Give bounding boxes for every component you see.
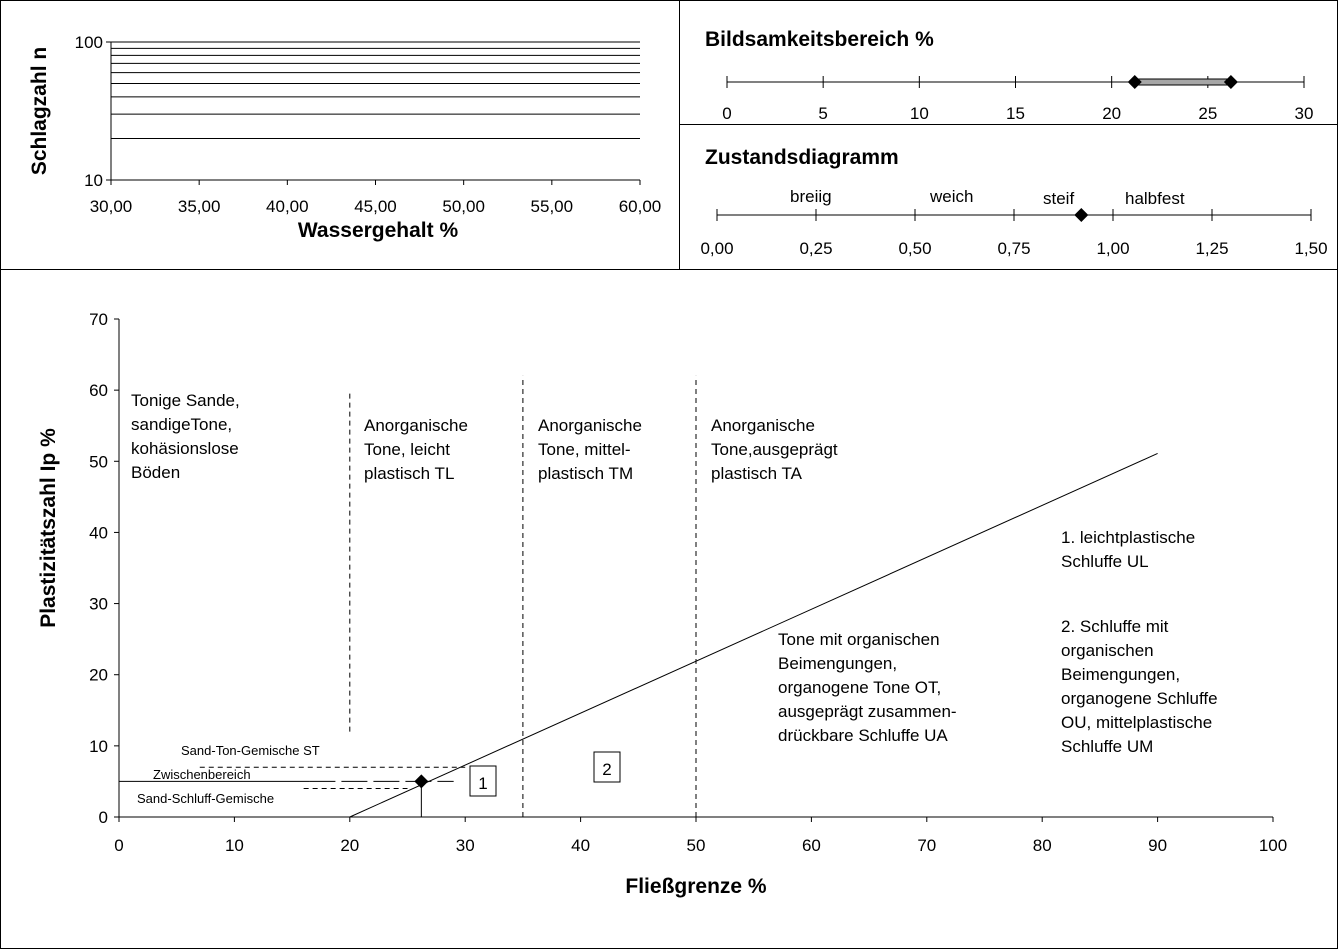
plastizitaet-x-tick: 70 xyxy=(917,836,936,855)
label-region-ul: 1. leichtplastische Schluffe UL xyxy=(1061,528,1200,571)
zustand-tick: 0,75 xyxy=(997,239,1030,258)
bildsamkeit-lower-marker xyxy=(1127,75,1142,89)
zustand-tick: 0,25 xyxy=(799,239,832,258)
box-2: 2 xyxy=(593,751,621,783)
zustand-chart: 0,00 0,25 0,50 0,75 1,00 1,25 1,50 xyxy=(700,208,1328,258)
label-zwischenbereich: Zwischenbereich xyxy=(153,767,251,782)
fliessgrenze-chart: 30,00 35,00 40,00 45,00 50,00 55,00 60,00 10 100 xyxy=(75,33,662,216)
zustand-tick: 1,00 xyxy=(1096,239,1129,258)
fliessgrenze-x-tick: 60,00 xyxy=(619,197,662,216)
fliessgrenze-x-tick: 30,00 xyxy=(90,197,133,216)
bildsamkeit-tick: 5 xyxy=(818,104,827,123)
bildsamkeit-range-bar xyxy=(1134,78,1232,86)
plastizitaet-x-tick: 20 xyxy=(340,836,359,855)
fliessgrenze-x-tick: 45,00 xyxy=(354,197,397,216)
label-region-ou: 2. Schluffe mit organischen Beimengungen… xyxy=(1061,617,1222,756)
plastizitaet-x-tick: 30 xyxy=(456,836,475,855)
plastizitaet-y-tick: 60 xyxy=(89,381,108,400)
bildsamkeit-title: Bildsamkeitsbereich % xyxy=(705,28,934,51)
fliessgrenze-x-tick: 50,00 xyxy=(442,197,485,216)
state-label-steif: steif xyxy=(1043,189,1074,208)
plastizitaet-x-tick: 40 xyxy=(571,836,590,855)
plastizitaet-y-tick: 50 xyxy=(89,452,108,471)
plastizitaet-x-tick: 10 xyxy=(225,836,244,855)
box-2-label: 2 xyxy=(602,760,611,779)
plastizitaet-y-tick: 20 xyxy=(89,666,108,685)
state-label-breiig: breiig xyxy=(790,187,832,206)
label-region-tl: Anorganische Tone, leicht plastisch TL xyxy=(364,416,473,483)
fliessgrenze-x-tick: 55,00 xyxy=(531,197,574,216)
zustand-tick: 0,00 xyxy=(700,239,733,258)
plastizitaet-y-tick: 40 xyxy=(89,523,108,542)
bildsamkeit-upper-marker xyxy=(1223,75,1238,89)
label-region-ot: Tone mit organischen Beimengungen, organ… xyxy=(778,630,961,745)
fliessgrenze-xlabel: Wassergehalt % xyxy=(298,219,459,242)
box-1-label: 1 xyxy=(478,774,487,793)
fliessgrenze-y-tick: 100 xyxy=(75,33,103,52)
zustand-title: Zustandsdiagramm xyxy=(705,146,899,169)
box-1: 1 xyxy=(469,765,497,797)
fliessgrenze-y-tick: 10 xyxy=(84,171,103,190)
a-line xyxy=(349,453,1158,818)
plastizitaet-ylabel: Plastizitätszahl Ip % xyxy=(37,428,60,628)
plastizitaet-y-tick: 30 xyxy=(89,595,108,614)
zustand-tick: 0,50 xyxy=(898,239,931,258)
bildsamkeit-tick: 30 xyxy=(1295,104,1314,123)
label-tonige-sande: Tonige Sande, sandigeTone, kohäsionslose… xyxy=(131,391,244,482)
plastizitaet-x-tick: 50 xyxy=(687,836,706,855)
plastizitaet-chart: 0 10 20 30 40 50 60 70 80 90 100 0 10 20 30 40 50 60 70 xyxy=(89,310,1287,855)
plastizitaet-x-tick: 0 xyxy=(114,836,123,855)
plastizitaet-x-tick: 80 xyxy=(1033,836,1052,855)
label-region-tm: Anorganische Tone, mittel- plastisch TM xyxy=(538,416,647,483)
fliessgrenze-x-tick: 40,00 xyxy=(266,197,309,216)
plastizitaet-x-tick: 90 xyxy=(1148,836,1167,855)
bildsamkeit-tick: 10 xyxy=(910,104,929,123)
zustand-tick: 1,50 xyxy=(1294,239,1327,258)
plastizitaet-x-tick: 100 xyxy=(1259,836,1287,855)
fliessgrenze-ylabel: Schlagzahl n xyxy=(28,47,51,175)
plastizitaet-y-tick: 0 xyxy=(99,808,108,827)
plastizitaet-x-tick: 60 xyxy=(802,836,821,855)
plastizitaet-y-tick: 10 xyxy=(89,737,108,756)
bildsamkeit-tick: 15 xyxy=(1006,104,1025,123)
state-label-weich: weich xyxy=(929,187,973,206)
label-sand-schluff: Sand-Schluff-Gemische xyxy=(137,791,274,806)
bildsamkeit-tick: 0 xyxy=(722,104,731,123)
zustand-point xyxy=(1074,208,1089,222)
label-sand-ton: Sand-Ton-Gemische ST xyxy=(181,743,320,758)
fliessgrenze-x-tick: 35,00 xyxy=(178,197,221,216)
state-label-halbfest: halbfest xyxy=(1125,189,1185,208)
data-point xyxy=(414,774,429,789)
bildsamkeit-tick: 25 xyxy=(1198,104,1217,123)
plastizitaet-y-tick: 70 xyxy=(89,310,108,329)
label-region-ta: Anorganische Tone,ausgeprägt plastisch T… xyxy=(711,416,842,483)
zustand-tick: 1,25 xyxy=(1195,239,1228,258)
plastizitaet-xlabel: Fließgrenze % xyxy=(625,875,767,898)
bildsamkeit-tick: 20 xyxy=(1102,104,1121,123)
bildsamkeit-chart: 0 5 10 15 20 25 30 xyxy=(722,75,1313,123)
